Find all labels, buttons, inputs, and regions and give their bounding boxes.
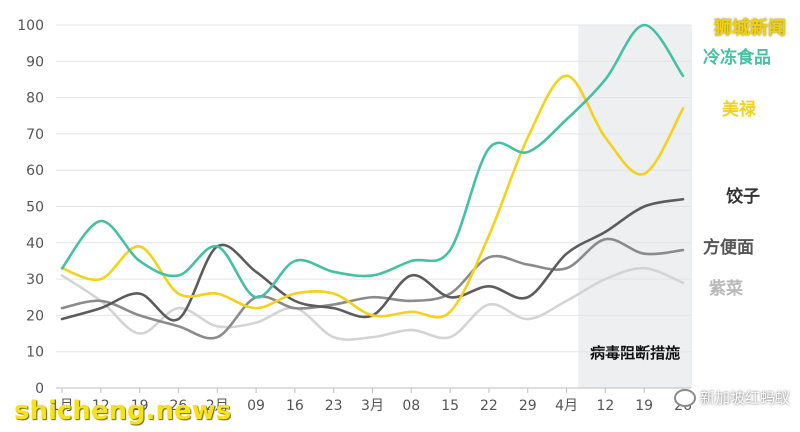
watermark-bottom: shicheng.news	[14, 396, 232, 426]
series-label-1: 美禄	[722, 99, 757, 120]
x-tick-label: 23	[325, 398, 343, 414]
x-tick-label: 12	[92, 398, 110, 414]
y-axis: 0 10 20 30 40 50 60 70 80 90 100	[17, 18, 44, 397]
series-lines	[60, 23, 685, 341]
shaded-region-label: 病毒阻断措施	[590, 344, 680, 362]
x-tick-label: 15	[441, 398, 459, 414]
watermark-wechat-label: 新加坡红蚂蚁	[699, 389, 790, 407]
y-tick-label: 10	[26, 345, 44, 361]
x-tick-label: 26	[170, 398, 188, 414]
y-tick-label: 50	[26, 200, 44, 216]
watermark-top: 狮城新闻	[714, 18, 786, 39]
y-tick-label: 100	[17, 18, 44, 34]
y-tick-label: 0	[35, 381, 44, 397]
x-tick-label: 2月	[206, 398, 229, 414]
watermark-wechat: 新加坡红蚂蚁	[673, 387, 790, 408]
x-tick-label: 12	[596, 398, 614, 414]
x-tick-label: 16	[286, 398, 304, 414]
series-label-4: 紫菜	[709, 278, 744, 299]
x-tick-label: 22	[480, 398, 498, 414]
x-tick-label: 3月	[361, 398, 384, 414]
y-tick-label: 40	[26, 236, 44, 252]
series-line-1	[60, 74, 685, 319]
x-tick-label: 4月	[555, 398, 578, 414]
x-tick-label: 29	[519, 398, 537, 414]
y-tick-label: 90	[26, 54, 44, 70]
x-tick-label: 1月	[51, 398, 74, 414]
x-tick-label: 09	[247, 398, 265, 414]
series-label-3: 方便面	[703, 237, 754, 258]
y-tick-label: 60	[26, 163, 44, 179]
wechat-icon	[673, 388, 696, 407]
series-label-0: 冷冻食品	[703, 47, 771, 68]
y-tick-label: 80	[26, 91, 44, 107]
series-label-2: 饺子	[726, 186, 760, 207]
series-line-0	[60, 23, 685, 299]
x-tick-label: 19	[635, 398, 653, 414]
x-tick-label: 19	[131, 398, 149, 414]
y-tick-label: 20	[26, 308, 44, 324]
x-tick-label: 08	[402, 398, 420, 414]
y-tick-label: 30	[26, 272, 44, 288]
y-tick-label: 70	[26, 127, 44, 143]
